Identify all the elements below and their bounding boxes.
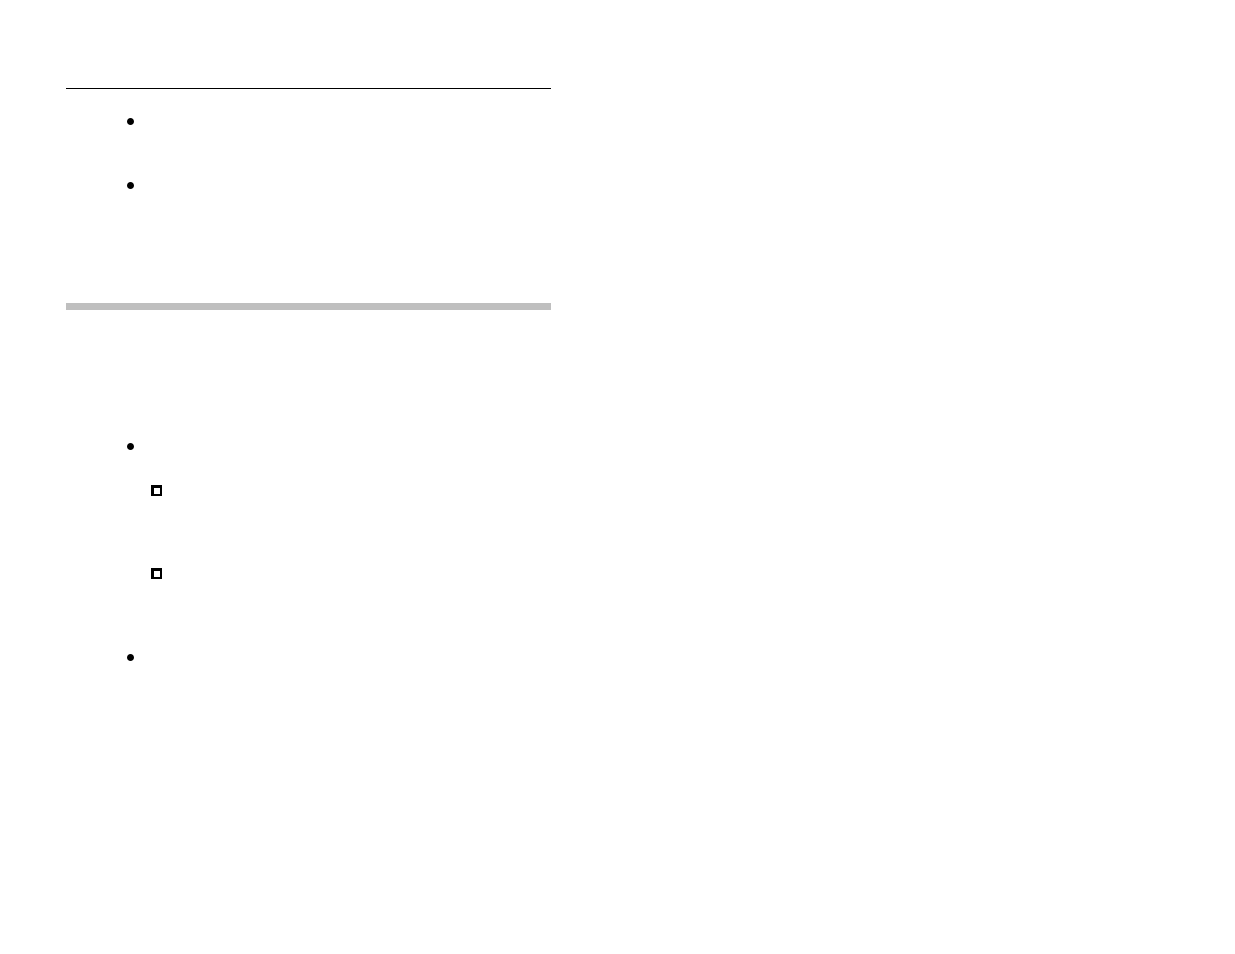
bullet-dot [127, 182, 134, 189]
page [0, 0, 1235, 954]
bullet-dot [127, 443, 134, 450]
bullet-dot [127, 654, 134, 661]
bullet-dot [127, 118, 134, 125]
horizontal-rule-thin [66, 88, 551, 89]
bullet-square [151, 568, 162, 579]
horizontal-rule-thick [66, 303, 551, 310]
bullet-square [151, 485, 162, 496]
